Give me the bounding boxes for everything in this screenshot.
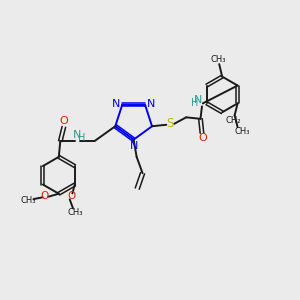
Text: S: S — [167, 117, 174, 130]
Text: CH₃: CH₃ — [67, 208, 83, 217]
Text: CH₃: CH₃ — [21, 196, 36, 205]
Text: H: H — [191, 98, 198, 108]
Text: N: N — [130, 141, 138, 151]
Text: O: O — [59, 116, 68, 127]
Text: O: O — [198, 134, 207, 143]
Text: N: N — [194, 95, 202, 105]
Text: N: N — [112, 99, 120, 109]
Text: N: N — [147, 99, 156, 109]
Text: N: N — [73, 130, 82, 140]
Text: CH₂: CH₂ — [225, 116, 241, 124]
Text: H: H — [78, 133, 85, 143]
Text: CH₃: CH₃ — [234, 127, 250, 136]
Text: O: O — [68, 191, 76, 201]
Text: CH₃: CH₃ — [211, 55, 226, 64]
Text: O: O — [41, 191, 49, 201]
